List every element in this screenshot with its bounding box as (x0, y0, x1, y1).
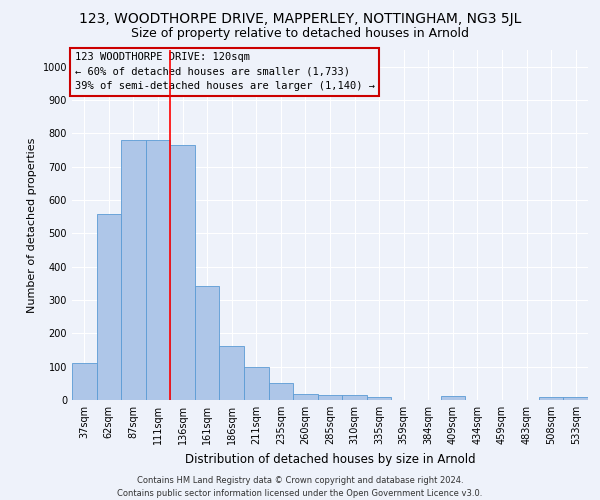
Bar (563, 398, 588, 400)
Bar (220, 346, 244, 400)
Bar (318, 395, 342, 400)
X-axis label: Distribution of detached houses by size in Arnold: Distribution of detached houses by size … (185, 452, 475, 466)
Text: Contains HM Land Registry data © Crown copyright and database right 2024.
Contai: Contains HM Land Registry data © Crown c… (118, 476, 482, 498)
Text: Size of property relative to detached houses in Arnold: Size of property relative to detached ho… (131, 28, 469, 40)
Y-axis label: Number of detached properties: Number of detached properties (27, 138, 37, 312)
Bar (97, 214, 121, 400)
Bar (170, 145, 195, 400)
Bar (146, 140, 170, 400)
Text: 123, WOODTHORPE DRIVE, MAPPERLEY, NOTTINGHAM, NG3 5JL: 123, WOODTHORPE DRIVE, MAPPERLEY, NOTTIN… (79, 12, 521, 26)
Bar (121, 140, 146, 400)
Bar (269, 382, 293, 400)
Bar (539, 398, 563, 400)
Bar (244, 368, 269, 400)
Bar (72, 362, 97, 400)
Bar (440, 396, 465, 400)
Bar (342, 395, 367, 400)
Bar (293, 394, 318, 400)
Bar (367, 396, 391, 400)
Bar (195, 286, 220, 400)
Text: 123 WOODTHORPE DRIVE: 120sqm
← 60% of detached houses are smaller (1,733)
39% of: 123 WOODTHORPE DRIVE: 120sqm ← 60% of de… (74, 52, 374, 92)
